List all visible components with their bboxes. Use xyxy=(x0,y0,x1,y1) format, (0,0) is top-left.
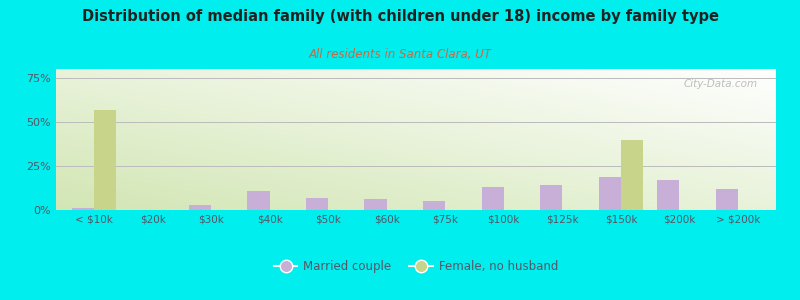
Bar xyxy=(423,201,446,210)
Bar xyxy=(621,140,643,210)
Bar xyxy=(247,190,270,210)
Bar xyxy=(716,189,738,210)
Bar xyxy=(657,180,679,210)
Legend: Married couple, Female, no husband: Married couple, Female, no husband xyxy=(269,255,563,278)
Bar xyxy=(598,176,621,210)
Bar xyxy=(540,185,562,210)
Bar xyxy=(482,187,504,210)
Bar xyxy=(306,198,328,210)
Text: Distribution of median family (with children under 18) income by family type: Distribution of median family (with chil… xyxy=(82,9,718,24)
Bar xyxy=(72,208,94,210)
Bar xyxy=(365,200,386,210)
Text: All residents in Santa Clara, UT: All residents in Santa Clara, UT xyxy=(309,48,491,61)
Bar xyxy=(189,205,211,210)
Bar xyxy=(94,110,116,210)
Text: City-Data.com: City-Data.com xyxy=(684,79,758,89)
